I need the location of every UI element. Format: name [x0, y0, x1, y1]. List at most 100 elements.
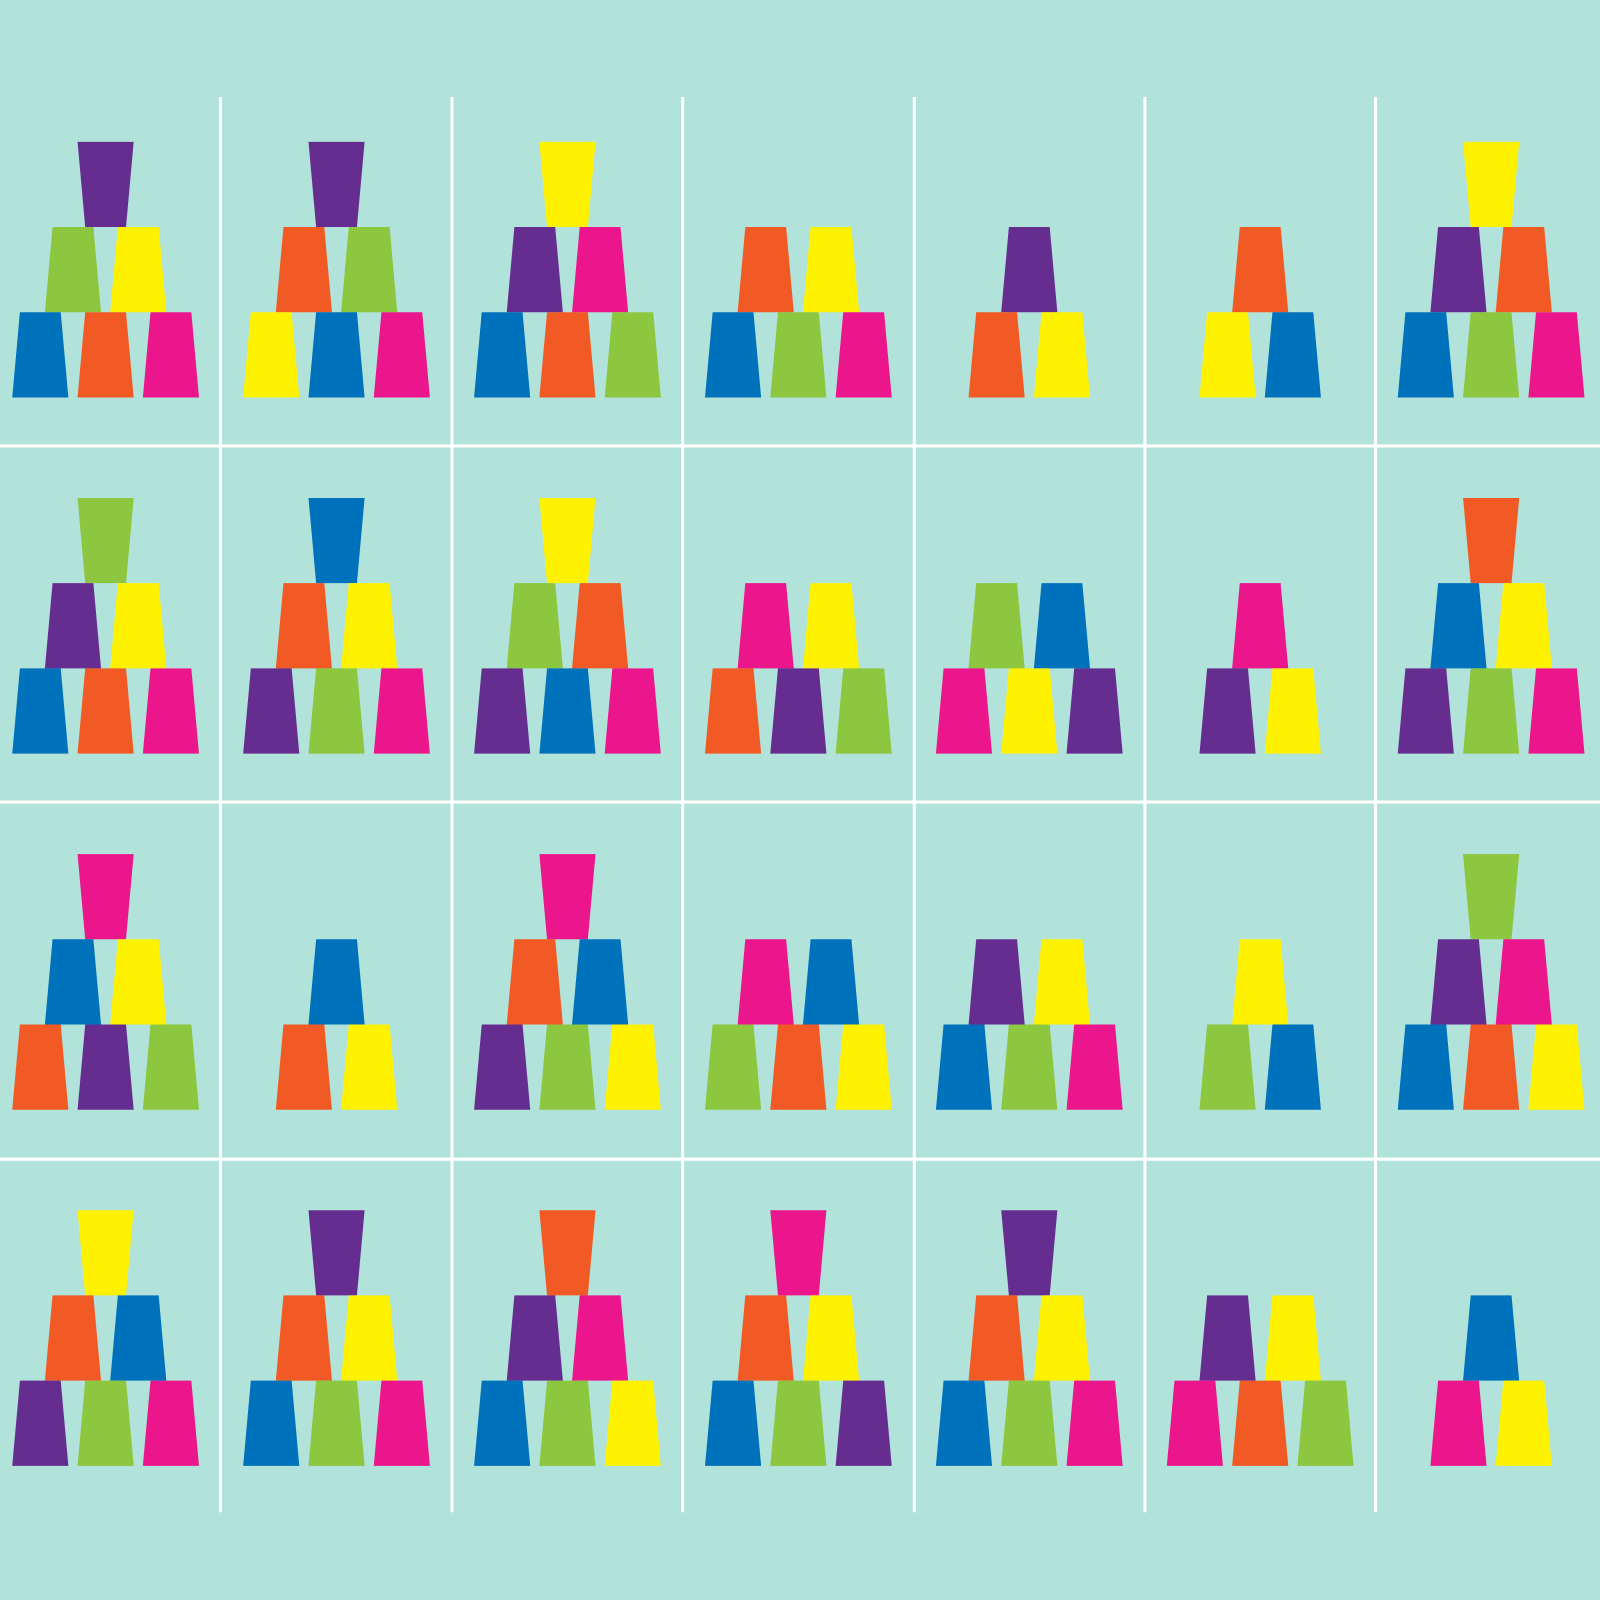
- cup: [44, 939, 102, 1025]
- cup: [1463, 141, 1520, 228]
- cup: [308, 141, 365, 228]
- cup: [1199, 668, 1256, 754]
- cup: [341, 1024, 398, 1110]
- cup: [474, 1380, 531, 1466]
- cup: [44, 227, 102, 313]
- cup: [1264, 312, 1321, 398]
- cup: [1463, 1295, 1520, 1381]
- cup: [1430, 939, 1487, 1025]
- cup: [1495, 939, 1552, 1025]
- cup: [604, 1380, 661, 1466]
- cup: [506, 583, 563, 669]
- card: [1397, 497, 1585, 754]
- cup: [12, 668, 69, 754]
- cup: [12, 1024, 69, 1110]
- cup: [1528, 1024, 1585, 1110]
- cup: [935, 668, 993, 754]
- cup: [373, 312, 430, 398]
- card: [12, 854, 199, 1110]
- cup: [1495, 227, 1552, 313]
- cup: [539, 668, 596, 754]
- cup: [142, 1380, 199, 1466]
- card: [474, 141, 661, 398]
- cup: [1033, 312, 1090, 398]
- cup: [110, 583, 167, 669]
- card: [1430, 1295, 1552, 1466]
- cup: [44, 583, 102, 669]
- cup: [308, 1380, 365, 1466]
- cup: [705, 312, 762, 398]
- cup: [77, 668, 134, 754]
- cup: [1430, 227, 1487, 313]
- cup: [1397, 312, 1454, 398]
- cup: [142, 668, 199, 754]
- card: [1166, 1295, 1354, 1466]
- cup: [539, 497, 596, 584]
- cup: [77, 1210, 134, 1296]
- cup: [1397, 1024, 1454, 1110]
- cup: [1232, 1380, 1289, 1466]
- cup: [1463, 497, 1520, 584]
- cup: [1264, 668, 1321, 754]
- card: [968, 227, 1090, 398]
- cup: [539, 854, 596, 940]
- cup: [12, 1380, 69, 1466]
- cup: [770, 1210, 827, 1296]
- cup: [770, 668, 827, 754]
- cup: [110, 1295, 167, 1381]
- cup: [275, 583, 332, 669]
- cup: [12, 312, 69, 398]
- cup: [110, 939, 167, 1025]
- card: [705, 939, 892, 1110]
- cup: [572, 227, 629, 313]
- cup: [539, 141, 596, 228]
- cup: [275, 1024, 332, 1110]
- card: [1397, 141, 1585, 398]
- cup: [539, 1380, 596, 1466]
- cup: [770, 312, 827, 398]
- cup: [1463, 312, 1520, 398]
- card: [243, 497, 430, 754]
- cup: [506, 1295, 563, 1381]
- cup: [1066, 668, 1123, 754]
- cup: [705, 1380, 762, 1466]
- cup: [604, 1024, 661, 1110]
- cup: [341, 583, 398, 669]
- cup: [1232, 583, 1289, 669]
- cup: [968, 1295, 1025, 1381]
- cup: [1463, 854, 1520, 940]
- cup: [506, 939, 563, 1025]
- cup: [1463, 668, 1520, 754]
- cup: [1166, 1380, 1223, 1466]
- cup: [1528, 668, 1585, 754]
- cup: [373, 1380, 430, 1466]
- cup: [1495, 1380, 1552, 1466]
- cup: [1463, 1024, 1520, 1110]
- cup: [1297, 1380, 1354, 1466]
- cup: [373, 668, 430, 754]
- cup: [1495, 583, 1552, 669]
- cup: [1033, 939, 1090, 1025]
- card: [935, 583, 1123, 754]
- cup: [705, 668, 762, 754]
- card: [243, 1210, 430, 1466]
- cup: [539, 1024, 596, 1110]
- cup: [275, 1295, 332, 1381]
- card: [243, 141, 430, 398]
- cup: [1430, 1380, 1487, 1466]
- cup: [1232, 939, 1289, 1025]
- cup: [802, 939, 860, 1025]
- cup: [243, 312, 300, 398]
- card: [935, 939, 1123, 1110]
- card: [474, 1210, 661, 1466]
- cup: [44, 1295, 102, 1381]
- cup: [737, 227, 794, 313]
- cup: [835, 1024, 892, 1110]
- cup: [604, 668, 661, 754]
- cup: [308, 668, 365, 754]
- card: [705, 227, 892, 398]
- cup: [737, 939, 794, 1025]
- cup: [572, 583, 629, 669]
